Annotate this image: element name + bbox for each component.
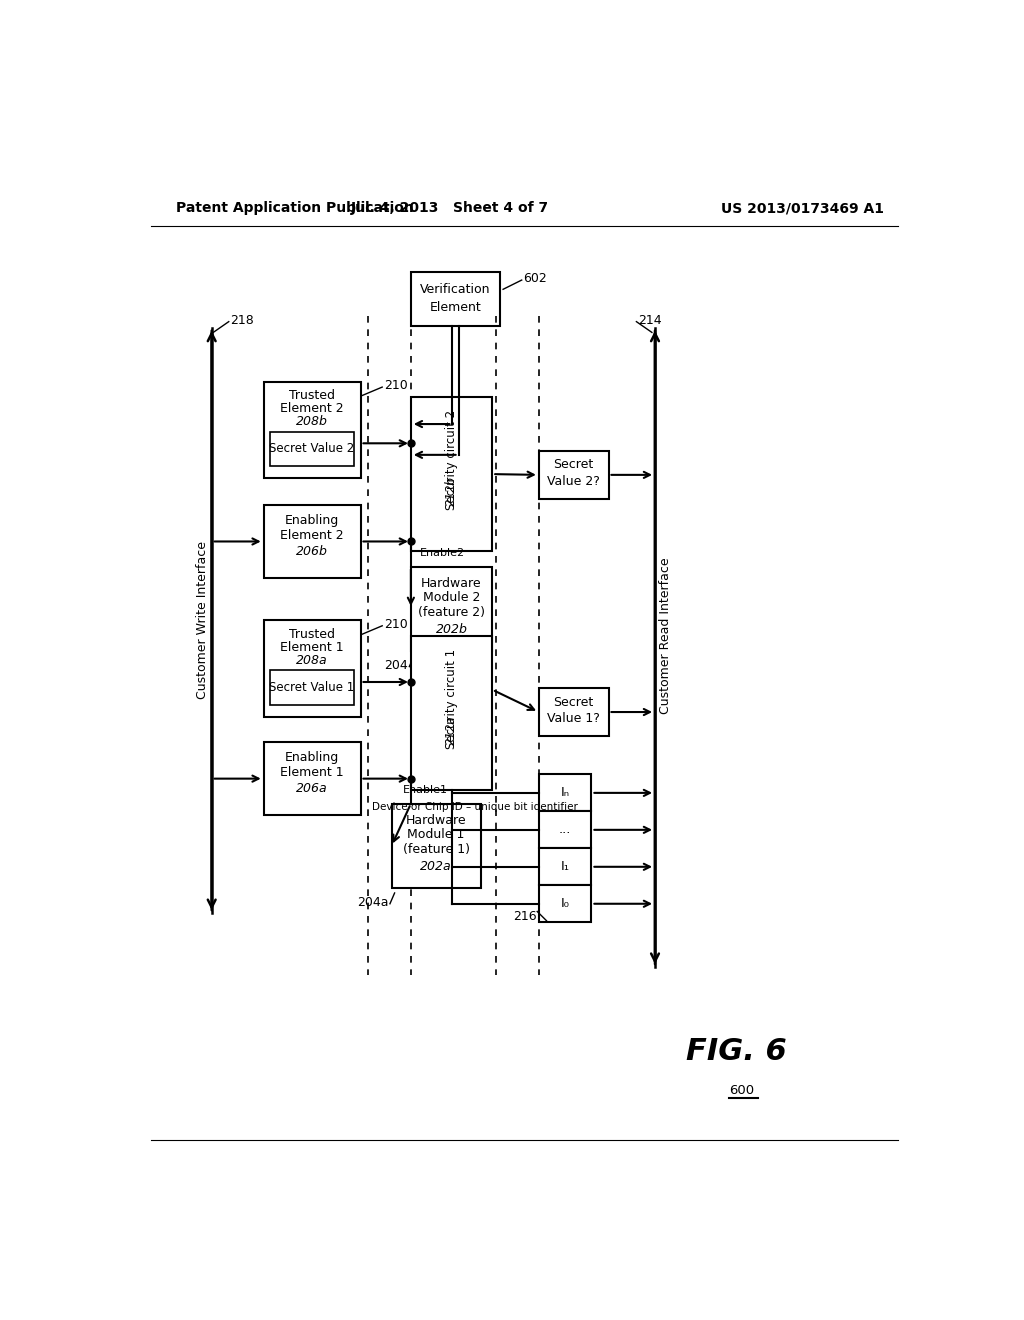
Text: Enabling: Enabling — [285, 513, 339, 527]
Text: Hardware: Hardware — [421, 577, 482, 590]
Text: US 2013/0173469 A1: US 2013/0173469 A1 — [721, 202, 884, 215]
Text: Iₙ: Iₙ — [560, 787, 569, 800]
Text: Enable2: Enable2 — [420, 548, 465, 557]
Text: Module 1: Module 1 — [408, 828, 465, 841]
Text: Customer Write Interface: Customer Write Interface — [196, 541, 209, 700]
Bar — [539, 451, 608, 499]
Text: Element 2: Element 2 — [281, 529, 344, 543]
Text: 212b: 212b — [445, 477, 458, 506]
Text: Element 1: Element 1 — [281, 767, 344, 779]
Text: Value 1?: Value 1? — [547, 713, 600, 726]
Text: (feature 2): (feature 2) — [418, 606, 485, 619]
Text: 204a: 204a — [357, 896, 388, 908]
Text: Secret: Secret — [554, 458, 594, 471]
Bar — [539, 812, 592, 849]
Bar — [391, 804, 480, 888]
Text: 202a: 202a — [420, 861, 452, 874]
Text: I₀: I₀ — [560, 898, 569, 911]
Text: Element 1: Element 1 — [281, 640, 344, 653]
Text: Enabling: Enabling — [285, 751, 339, 764]
Bar — [270, 671, 354, 705]
Text: Trusted: Trusted — [289, 628, 335, 640]
Bar — [411, 397, 493, 552]
Text: Verification: Verification — [420, 282, 490, 296]
Text: Security circuit 1: Security circuit 1 — [445, 649, 458, 748]
Bar — [263, 742, 360, 816]
Text: Enable1: Enable1 — [402, 785, 447, 795]
Bar — [263, 620, 360, 717]
Bar — [539, 688, 608, 737]
Text: 212a: 212a — [445, 715, 458, 744]
Text: 206b: 206b — [296, 545, 328, 557]
Text: Customer Read Interface: Customer Read Interface — [659, 557, 673, 714]
Text: 214: 214 — [638, 314, 662, 326]
Text: 218: 218 — [230, 314, 254, 326]
Text: Element 2: Element 2 — [281, 403, 344, 416]
Text: Device or Chip ID – unique bit identifier: Device or Chip ID – unique bit identifie… — [372, 801, 578, 812]
Text: 206a: 206a — [296, 781, 328, 795]
Bar — [539, 849, 592, 886]
Text: 208a: 208a — [296, 653, 328, 667]
Text: Secret Value 1: Secret Value 1 — [269, 681, 354, 694]
Text: 602: 602 — [523, 272, 547, 285]
Text: Secret Value 2: Secret Value 2 — [269, 442, 354, 455]
Text: Security circuit 2: Security circuit 2 — [445, 411, 458, 511]
Bar — [539, 886, 592, 923]
Text: Module 2: Module 2 — [423, 591, 480, 603]
Text: 208b: 208b — [296, 416, 328, 428]
Text: 204: 204 — [384, 659, 408, 672]
Bar — [263, 381, 360, 478]
Text: Value 2?: Value 2? — [547, 475, 600, 488]
Text: Trusted: Trusted — [289, 389, 335, 403]
Text: Patent Application Publication: Patent Application Publication — [176, 202, 414, 215]
Text: (feature 1): (feature 1) — [402, 843, 470, 857]
Text: FIG. 6: FIG. 6 — [686, 1038, 786, 1067]
Text: 210: 210 — [384, 618, 408, 631]
Bar — [411, 566, 493, 651]
Text: 210: 210 — [384, 379, 408, 392]
Bar — [539, 775, 592, 812]
Bar — [270, 432, 354, 466]
Text: Secret: Secret — [554, 696, 594, 709]
Text: Hardware: Hardware — [406, 814, 466, 828]
Text: Element: Element — [429, 301, 481, 314]
Text: I₁: I₁ — [560, 861, 569, 874]
Text: 600: 600 — [729, 1084, 754, 1097]
Bar — [263, 506, 360, 578]
Text: 216: 216 — [514, 909, 538, 923]
Text: Jul. 4, 2013   Sheet 4 of 7: Jul. 4, 2013 Sheet 4 of 7 — [350, 202, 549, 215]
Bar — [411, 636, 493, 789]
Text: 202b: 202b — [435, 623, 468, 636]
Text: ...: ... — [559, 824, 571, 837]
Bar — [411, 272, 500, 326]
